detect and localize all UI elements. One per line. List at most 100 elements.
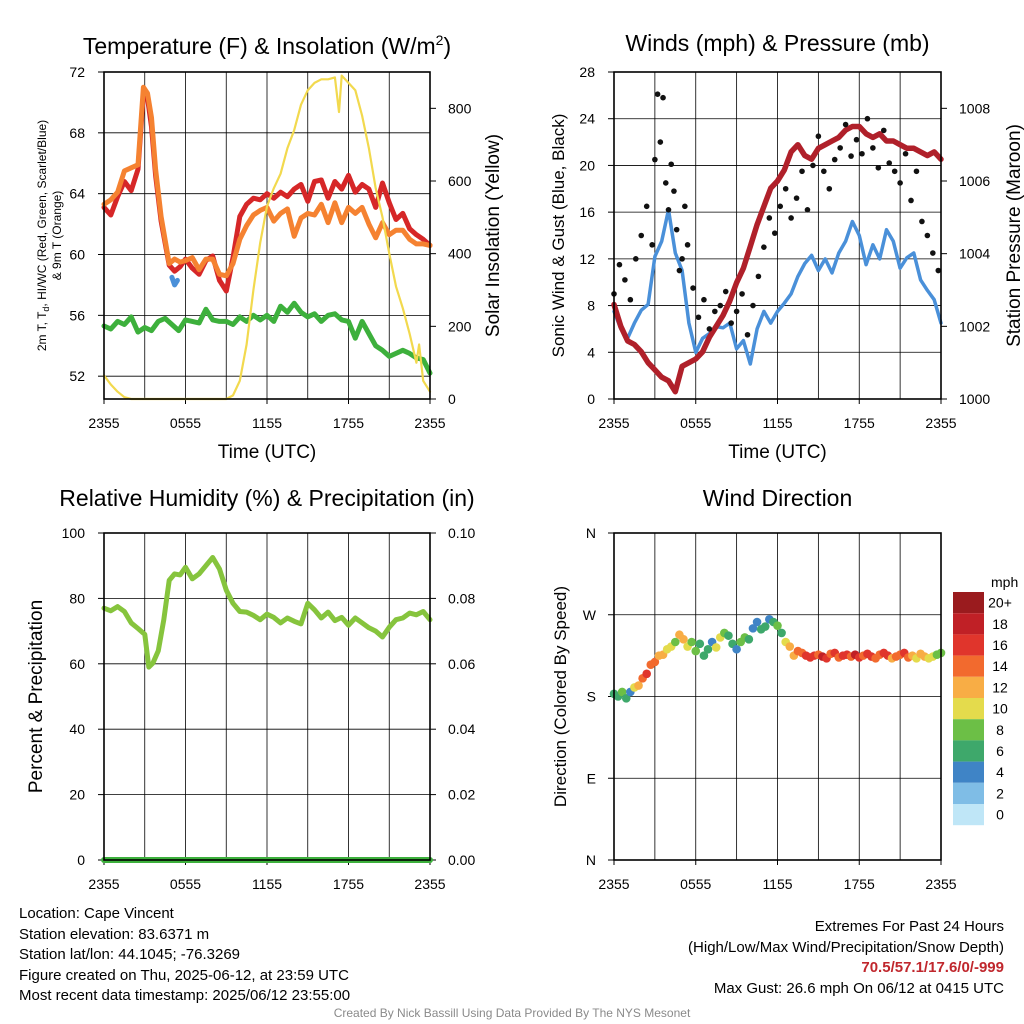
- colorbar-swatch: [953, 592, 984, 614]
- gust-point: [766, 215, 773, 221]
- station-info: Location: Cape Vincent Station elevation…: [19, 904, 350, 1007]
- colorbar-swatch: [953, 782, 984, 804]
- gust-point: [660, 94, 666, 101]
- extremes-subtitle: (High/Low/Max Wind/Precipitation/Snow De…: [688, 938, 1004, 956]
- gust-point: [616, 261, 623, 268]
- series-line: [101, 84, 433, 279]
- gust-point: [913, 168, 920, 175]
- gust-point: [848, 153, 854, 159]
- colorbar-label: 16: [992, 637, 1008, 653]
- gust-point: [733, 308, 740, 315]
- extremes-info: Extremes For Past 24 Hours (High/Low/Max…: [688, 917, 1004, 999]
- chart-title: Wind Direction: [703, 485, 853, 511]
- plot-frame: [103, 71, 431, 400]
- plot-frame: [103, 532, 431, 861]
- y-right-tick-label: 200: [448, 318, 472, 334]
- gust-point: [622, 277, 628, 283]
- direction-point: [748, 624, 758, 633]
- y-tick-label: 68: [69, 125, 85, 141]
- gust-point: [668, 161, 675, 168]
- plot-frame: [613, 71, 942, 400]
- gust-point: [826, 185, 833, 192]
- recent-data-text: Most recent data timestamp: 2025/06/12 2…: [19, 987, 351, 1004]
- y-tick-label: N: [586, 525, 596, 541]
- x-tick-label: 2355: [925, 876, 956, 892]
- direction-point: [773, 621, 782, 630]
- gust-point: [810, 162, 816, 169]
- location-text: Location: Cape Vincent: [19, 905, 174, 922]
- gust-point: [638, 232, 645, 239]
- y-right-tick-label: 600: [448, 173, 472, 189]
- x-axis-label: Time (UTC): [728, 442, 827, 463]
- y-axis-label: 2m T, Td, HI/WC (Red, Green, Scarlet/Blu…: [35, 120, 51, 351]
- gust-point: [875, 164, 882, 171]
- y-right-tick-label: 800: [448, 100, 472, 116]
- gust-point: [864, 115, 871, 122]
- gust-point: [684, 242, 691, 248]
- direction-point: [744, 634, 754, 644]
- gust-point: [633, 256, 639, 262]
- y-right-tick-label: 1000: [959, 391, 990, 407]
- colorbar-swatch: [953, 719, 984, 741]
- y-right-axis-label: Solar Insolation (Yellow): [483, 134, 504, 337]
- x-tick-label: 0555: [170, 415, 201, 431]
- gust-point: [665, 207, 672, 213]
- latlon-text: Station lat/lon: 44.1045; -76.3269: [19, 946, 241, 963]
- colorbar-title: mph: [991, 574, 1018, 590]
- y-tick-label: 60: [69, 247, 85, 263]
- y-tick-label: 40: [69, 721, 85, 737]
- gust-point: [654, 91, 661, 97]
- y-axis-label: Percent & Precipitation: [26, 600, 47, 793]
- gust-point: [935, 267, 942, 274]
- direction-point: [711, 643, 721, 652]
- gust-point: [627, 296, 634, 303]
- gust-point: [793, 195, 800, 201]
- plot-frame: [613, 532, 942, 861]
- y-right-tick-label: 0: [448, 391, 456, 407]
- colorbar-swatch: [953, 740, 984, 762]
- y-tick-label: 80: [69, 590, 85, 606]
- gust-point: [676, 267, 683, 274]
- colorbar-label: 8: [996, 722, 1004, 738]
- y-tick-label: 0: [587, 391, 595, 407]
- gust-point: [831, 156, 838, 163]
- gust-point: [649, 242, 655, 248]
- gust-point: [755, 273, 762, 280]
- gust-point: [744, 331, 751, 338]
- gust-point: [859, 150, 865, 157]
- gust-point: [799, 168, 805, 175]
- gust-point: [771, 230, 778, 236]
- chart-title: Winds (mph) & Pressure (mb): [625, 30, 929, 56]
- y-tick-label: W: [583, 607, 597, 623]
- direction-point: [671, 637, 680, 647]
- series-line: [611, 123, 944, 395]
- direction-point: [642, 669, 651, 679]
- y-tick-label: S: [587, 689, 596, 705]
- y-axis-label: Direction (Colored By Speed): [551, 586, 570, 807]
- y-tick-label: 8: [587, 298, 595, 314]
- gust-point: [908, 197, 914, 204]
- y-tick-label: 20: [579, 157, 595, 173]
- colorbar-swatch: [953, 761, 984, 783]
- y-tick-label: 20: [69, 787, 85, 803]
- direction-point: [785, 642, 795, 651]
- gust-point: [657, 139, 664, 145]
- panel-3: Relative Humidity (%) & Precipitation (i…: [26, 485, 475, 892]
- gust-point: [662, 180, 669, 186]
- y-tick-label: 4: [587, 344, 595, 360]
- y-right-tick-label: 0.10: [448, 525, 475, 541]
- direction-point: [679, 634, 688, 644]
- y-axis-label-line2: & 9m T (Orange): [50, 191, 64, 281]
- gust-point: [842, 121, 849, 128]
- direction-point: [621, 694, 631, 703]
- y-tick-label: 60: [69, 656, 85, 672]
- max-gust-text: Max Gust: 26.6 mph On 06/12 at 0415 UTC: [713, 979, 1004, 997]
- gust-point: [682, 203, 688, 210]
- x-tick-label: 2355: [598, 876, 629, 892]
- series-line: [169, 274, 180, 288]
- gust-point: [671, 188, 677, 194]
- direction-point: [634, 681, 643, 690]
- direction-point: [617, 687, 627, 697]
- colorbar-swatch: [953, 634, 984, 656]
- y-tick-label: 24: [579, 111, 595, 127]
